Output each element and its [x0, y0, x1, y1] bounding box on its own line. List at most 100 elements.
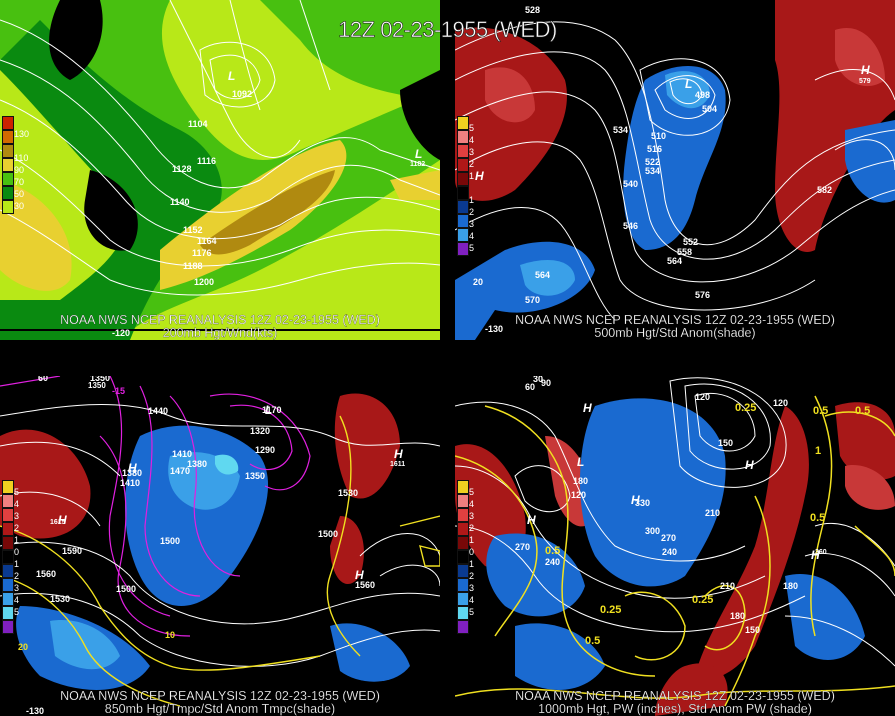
pw-label: 0.25: [692, 594, 713, 606]
low-marker: L: [265, 403, 272, 417]
contour-label: 330: [635, 498, 650, 508]
high-marker: H: [811, 548, 820, 562]
panel-1000mb-height-pw: 30 60 90 120 150 180 120 210 240 270 300…: [455, 376, 895, 716]
contour-label: 180: [783, 581, 798, 591]
contour-label: 270: [515, 542, 530, 552]
contour-label: 120: [571, 490, 586, 500]
legend-labels: 130 110 90 70 50 30: [14, 129, 30, 211]
axis-label: 60: [38, 376, 48, 383]
temp-label: -15: [112, 386, 125, 396]
contour-label: 498: [695, 90, 710, 100]
pw-label: 0.5: [813, 405, 828, 417]
high-marker: H: [527, 513, 536, 527]
pw-label: 0.5: [585, 635, 600, 647]
contour-label: 1500: [116, 584, 136, 594]
color-legend: [2, 480, 14, 634]
contour-label: 570: [525, 295, 540, 305]
contour-label: 522: [645, 157, 660, 167]
pw-label: 0.25: [735, 402, 756, 414]
contour-label: 120: [695, 392, 710, 402]
contour-label: 150: [745, 625, 760, 635]
pw-label: 1: [815, 445, 821, 457]
contour-label: 1611: [390, 461, 405, 468]
panel-caption: NOAA NWS NCEP REANALYSIS 12Z 02-23-1955 …: [60, 313, 380, 340]
low-marker: L: [415, 147, 422, 161]
panel-caption: NOAA NWS NCEP REANALYSIS 12Z 02-23-1955 …: [60, 689, 380, 716]
contour-label: 1170: [262, 405, 282, 415]
contour-label: 540: [623, 179, 638, 189]
pw-label: 0.5: [855, 405, 870, 417]
low-marker: L: [228, 69, 235, 83]
temp-label: 20: [18, 642, 28, 652]
panel-850mb-height-temp: 1350 1350 1440 1410 1470 1380 1380 1410 …: [0, 376, 440, 716]
contour-label: 270: [661, 533, 676, 543]
contour-label: 552: [683, 237, 698, 247]
contour-label: 534: [613, 125, 628, 135]
contour-label: 1200: [194, 277, 214, 287]
contour-label: 1104: [188, 119, 208, 129]
contour-label: 240: [545, 557, 560, 567]
contour-label: 504: [702, 104, 717, 114]
contour-label: 1500: [318, 529, 338, 539]
color-legend: [2, 116, 14, 214]
contour-label: 1116: [197, 156, 216, 166]
high-marker: H: [355, 568, 364, 582]
contour-label: 1290: [255, 445, 275, 455]
contour-label: 1560: [355, 580, 375, 590]
contour-label: 60: [525, 382, 535, 392]
contour-label: 1092: [232, 89, 252, 99]
map-850mb: 1350 1350 1440 1410 1470 1380 1380 1410 …: [0, 376, 440, 716]
legend-labels: 5 4 3 2 1 0 1 2 3 4 5: [14, 487, 20, 617]
axis-label: -120: [112, 328, 130, 338]
contour-label: 1164: [197, 236, 217, 246]
high-marker: H: [745, 458, 754, 472]
contour-label: 1615: [50, 519, 66, 526]
contour-label: 1440: [148, 406, 168, 416]
legend-labels: 5 4 3 2 1 0 1 2 3 4 5: [469, 487, 475, 617]
map-1000mb: 30 60 90 120 150 180 120 210 240 270 300…: [455, 376, 895, 716]
color-legend: [457, 480, 469, 634]
contour-label: 150: [718, 438, 733, 448]
contour-label: 1140: [170, 197, 190, 207]
contour-label: 510: [651, 131, 666, 141]
contour-label: 528: [525, 5, 540, 15]
high-marker: H: [861, 63, 870, 77]
map-200mb: 1092 1104 1116 1128 1140 1152 1164 1176 …: [0, 0, 440, 340]
contour-label: 1590: [62, 546, 82, 556]
high-marker: H: [631, 493, 640, 507]
panel-500mb-height-anomaly: 528 534 540 546 552 558 564 564 570 576 …: [455, 0, 895, 340]
contour-label: 1410: [120, 478, 140, 488]
contour-label: 1188: [183, 261, 203, 271]
contour-label: 579: [859, 78, 871, 85]
contour-label: 180: [730, 611, 745, 621]
pw-label: 0.25: [600, 604, 621, 616]
contour-label: 534: [645, 166, 660, 176]
contour-label: 1350: [88, 381, 106, 390]
contour-label: 1320: [250, 426, 270, 436]
high-marker: H: [128, 461, 137, 475]
color-legend: [457, 116, 469, 256]
map-500mb: 528 534 540 546 552 558 564 564 570 576 …: [455, 0, 895, 340]
contour-label: 558: [677, 247, 692, 257]
contour-label: 546: [623, 221, 638, 231]
main-title: 12Z 02-23-1955 (WED): [338, 17, 558, 43]
contour-label: 564: [535, 270, 550, 280]
contour-label: 360: [815, 549, 827, 556]
axis-label: -130: [485, 324, 503, 334]
contour-label: 1470: [170, 466, 190, 476]
pw-label: 0.5: [545, 545, 560, 557]
contour-label: 1152: [183, 225, 203, 235]
contour-label: 1380: [187, 459, 207, 469]
high-marker: H: [58, 513, 67, 527]
contour-label: 576: [695, 290, 710, 300]
contour-label: 1176: [192, 248, 212, 258]
panel-200mb-height-wind: 1092 1104 1116 1128 1140 1152 1164 1176 …: [0, 0, 440, 340]
contour-label: 1350: [245, 471, 265, 481]
contour-label: 20: [473, 277, 483, 287]
high-marker: H: [394, 447, 403, 461]
panel-caption: NOAA NWS NCEP REANALYSIS 12Z 02-23-1955 …: [515, 313, 835, 340]
contour-label: 564: [667, 256, 682, 266]
contour-label: 516: [647, 144, 662, 154]
contour-label: 582: [817, 185, 832, 195]
panel-caption: NOAA NWS NCEP REANALYSIS 12Z 02-23-1955 …: [515, 689, 835, 716]
